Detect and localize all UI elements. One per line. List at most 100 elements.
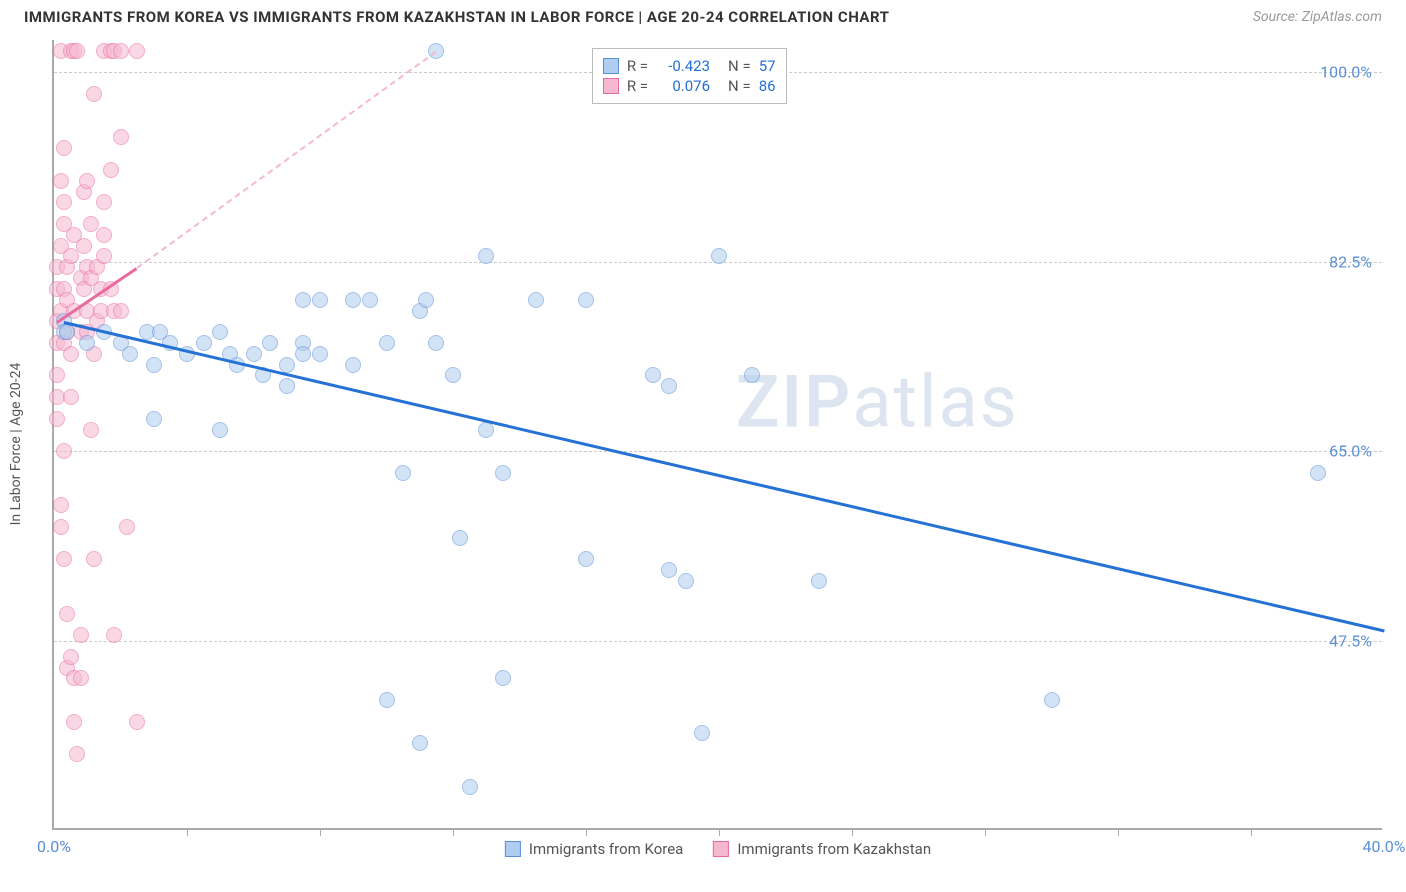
point-kazakhstan (86, 86, 102, 102)
gridline-h (54, 451, 1382, 452)
point-kazakhstan (129, 714, 145, 730)
point-kazakhstan (113, 303, 129, 319)
stats-swatch (603, 78, 619, 94)
chart-source: Source: ZipAtlas.com (1253, 9, 1382, 25)
point-kazakhstan (56, 194, 72, 210)
point-kazakhstan (73, 670, 89, 686)
point-korea (295, 346, 311, 362)
point-korea (661, 378, 677, 394)
point-korea (445, 367, 461, 383)
point-korea (694, 725, 710, 741)
legend-item: Immigrants from Kazakhstan (713, 840, 931, 858)
point-kazakhstan (53, 173, 69, 189)
stats-r-value: 0.076 (656, 77, 710, 95)
point-kazakhstan (69, 43, 85, 59)
point-kazakhstan (119, 519, 135, 535)
point-korea (811, 573, 827, 589)
point-korea (212, 422, 228, 438)
point-korea (1044, 692, 1060, 708)
chart-area: In Labor Force | Age 20-24 ZIPatlas47.5%… (24, 40, 1382, 848)
legend-item: Immigrants from Korea (505, 840, 683, 858)
point-kazakhstan (79, 173, 95, 189)
stats-row: R =-0.423N =57 (603, 57, 776, 75)
x-tick (1118, 828, 1119, 836)
point-korea (1310, 465, 1326, 481)
stats-swatch (603, 58, 619, 74)
x-tick (852, 828, 853, 836)
point-korea (452, 530, 468, 546)
point-kazakhstan (63, 649, 79, 665)
gridline-h (54, 641, 1382, 642)
legend: Immigrants from Korea Immigrants from Kaz… (505, 840, 931, 858)
chart-header: IMMIGRANTS FROM KOREA VS IMMIGRANTS FROM… (0, 0, 1406, 30)
legend-label: Immigrants from Kazakhstan (737, 840, 931, 858)
point-korea (146, 411, 162, 427)
stats-r-value: -0.423 (656, 57, 710, 75)
point-kazakhstan (49, 411, 65, 427)
point-korea (528, 292, 544, 308)
point-korea (578, 292, 594, 308)
point-kazakhstan (53, 519, 69, 535)
stats-n-value: 86 (759, 77, 776, 95)
point-kazakhstan (113, 129, 129, 145)
stats-n-label: N = (728, 77, 751, 95)
point-kazakhstan (69, 746, 85, 762)
point-kazakhstan (49, 367, 65, 383)
stats-r-label: R = (627, 77, 648, 95)
y-axis-label: In Labor Force | Age 20-24 (8, 363, 24, 526)
point-korea (295, 292, 311, 308)
point-korea (379, 692, 395, 708)
point-korea (711, 248, 727, 264)
point-korea (262, 335, 278, 351)
point-korea (744, 367, 760, 383)
trendline-korea (64, 321, 1385, 632)
legend-swatch (713, 841, 729, 857)
point-korea (645, 367, 661, 383)
point-korea (495, 670, 511, 686)
y-tick-label: 47.5% (1329, 631, 1372, 650)
point-kazakhstan (86, 551, 102, 567)
point-korea (578, 551, 594, 567)
point-korea (279, 378, 295, 394)
point-korea (412, 735, 428, 751)
point-korea (379, 335, 395, 351)
y-tick-label: 82.5% (1329, 252, 1372, 271)
point-korea (312, 292, 328, 308)
x-tick (320, 828, 321, 836)
x-tick (586, 828, 587, 836)
point-kazakhstan (129, 43, 145, 59)
point-korea (312, 346, 328, 362)
point-korea (196, 335, 212, 351)
point-kazakhstan (103, 162, 119, 178)
point-kazakhstan (63, 346, 79, 362)
point-kazakhstan (113, 43, 129, 59)
point-korea (246, 346, 262, 362)
x-tick (1251, 828, 1252, 836)
point-korea (59, 324, 75, 340)
point-korea (345, 292, 361, 308)
stats-n-value: 57 (759, 57, 776, 75)
point-korea (122, 346, 138, 362)
watermark: ZIPatlas (736, 360, 1019, 445)
point-korea (478, 248, 494, 264)
point-kazakhstan (56, 443, 72, 459)
x-tick-label: 40.0% (1363, 837, 1406, 856)
point-korea (212, 324, 228, 340)
trendline-kazakhstan-dash (137, 51, 437, 269)
point-kazakhstan (56, 551, 72, 567)
point-kazakhstan (59, 606, 75, 622)
point-kazakhstan (66, 714, 82, 730)
y-tick-label: 65.0% (1329, 442, 1372, 461)
point-kazakhstan (96, 248, 112, 264)
stats-n-label: N = (728, 57, 751, 75)
point-korea (395, 465, 411, 481)
point-korea (362, 292, 378, 308)
point-korea (462, 779, 478, 795)
x-tick (719, 828, 720, 836)
point-kazakhstan (53, 497, 69, 513)
point-korea (79, 335, 95, 351)
plot-region: ZIPatlas47.5%65.0%82.5%100.0%0.0%40.0%R … (52, 40, 1382, 830)
x-tick (453, 828, 454, 836)
point-korea (418, 292, 434, 308)
point-kazakhstan (73, 627, 89, 643)
